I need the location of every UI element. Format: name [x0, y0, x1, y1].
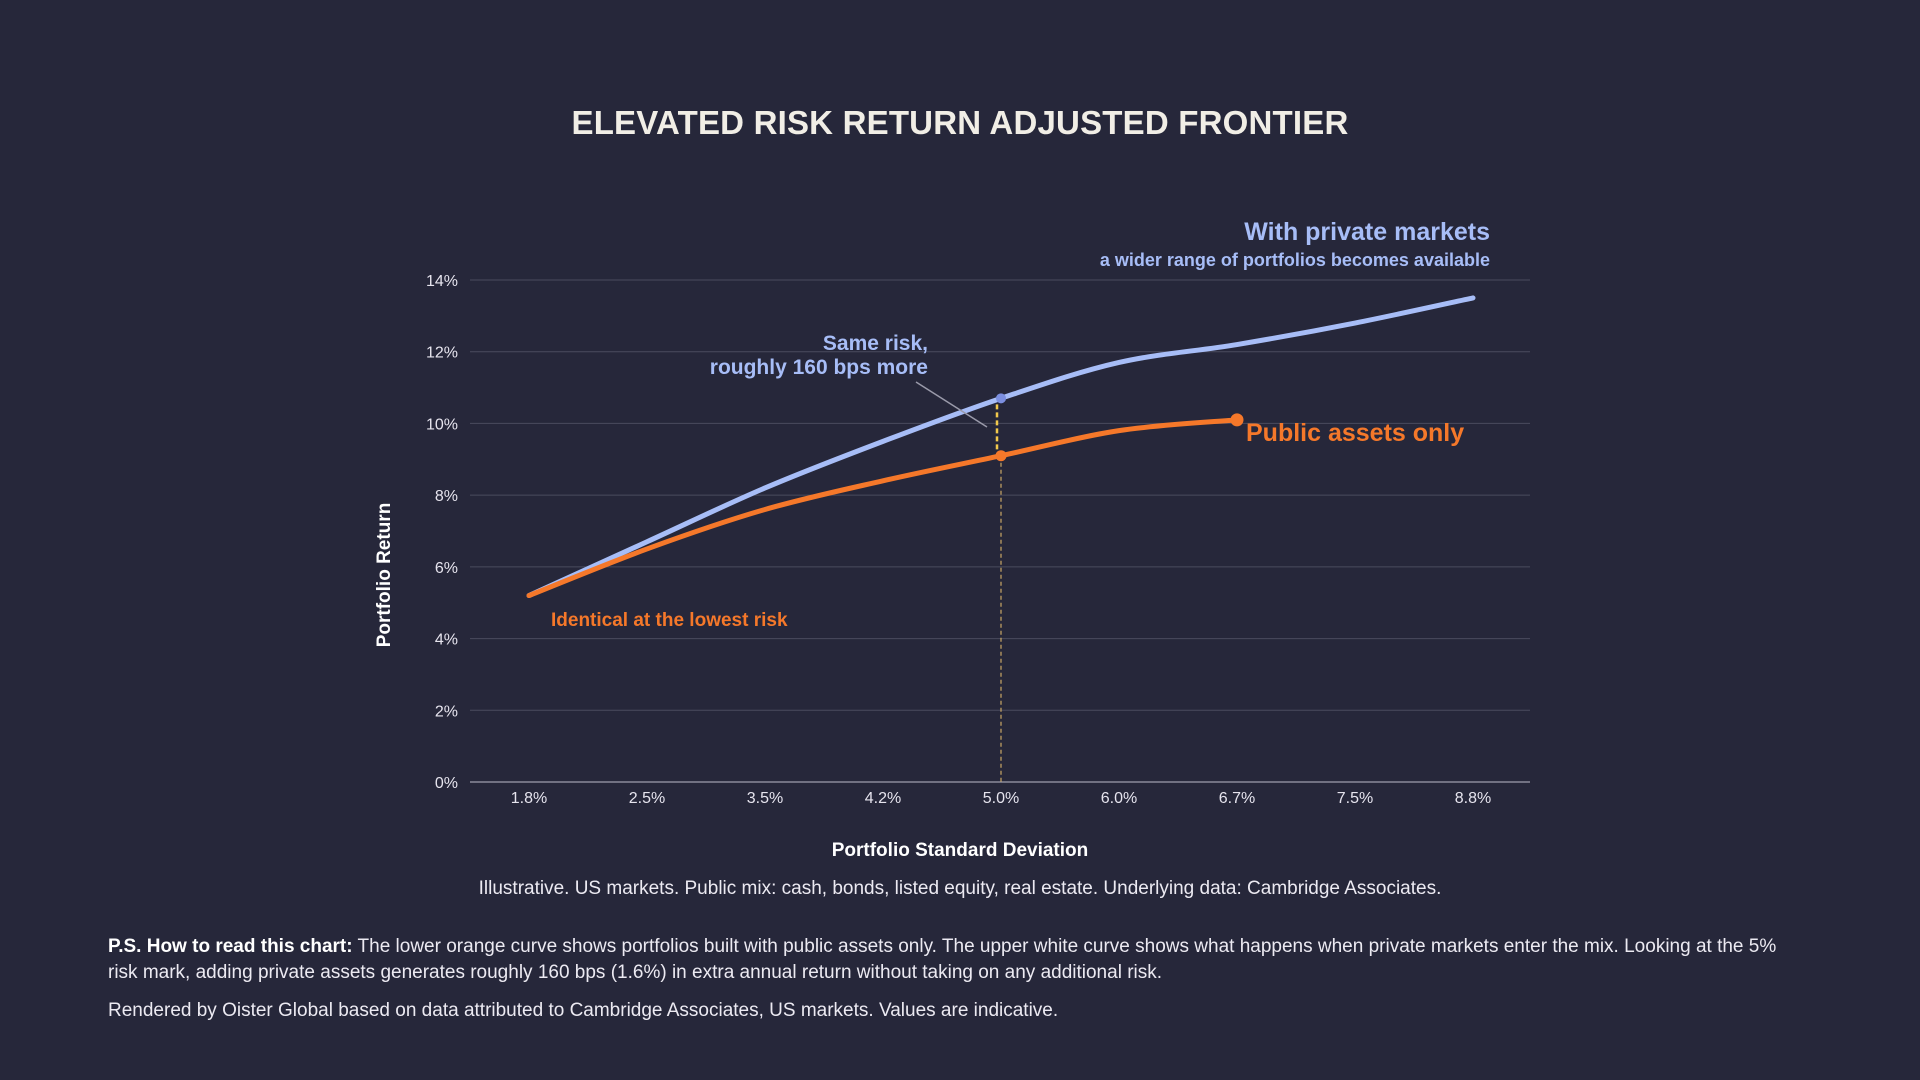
same-risk-callout-line: [915, 381, 988, 428]
y-axis-label: Portfolio Return: [374, 503, 395, 648]
x-tick-label: 1.8%: [511, 790, 547, 807]
x-tick-label: 3.5%: [747, 790, 783, 807]
private-markets-point: [996, 393, 1006, 404]
chart-title: ELEVATED RISK RETURN ADJUSTED FRONTIER: [571, 104, 1349, 141]
gridlines: [470, 279, 1530, 783]
private-markets-subtitle: a wider range of portfolios becomes avai…: [1100, 250, 1490, 270]
x-tick-label: 5.0%: [983, 790, 1019, 807]
credit-note: Rendered by Oister Global based on data …: [108, 1000, 1059, 1021]
x-tick-label: 2.5%: [629, 790, 665, 807]
y-tick-label: 2%: [435, 703, 458, 720]
ps-body: The lower orange curve shows portfolios …: [108, 936, 1777, 983]
public-assets-point: [995, 450, 1007, 462]
y-tick-labels: 0% 2% 4% 6% 8% 10% 12% 14%: [426, 273, 458, 792]
y-tick-label: 6%: [435, 560, 458, 577]
x-tick-label: 6.7%: [1219, 790, 1255, 807]
y-tick-label: 0%: [435, 775, 458, 792]
x-tick-labels: 1.8% 2.5% 3.5% 4.2% 5.0% 6.0% 6.7% 7.5% 8.8%: [511, 790, 1491, 807]
y-tick-label: 8%: [435, 488, 458, 505]
y-tick-label: 12%: [426, 345, 458, 362]
series-lines: [526, 295, 1476, 599]
private-markets-title: With private markets: [1244, 218, 1490, 246]
x-tick-label: 8.8%: [1455, 790, 1491, 807]
same-risk-line1: Same risk,: [823, 332, 928, 355]
public-assets-line: [526, 417, 1240, 599]
y-tick-label: 4%: [435, 632, 458, 649]
lowest-risk-label: Identical at the lowest risk: [551, 610, 788, 631]
risk-guide: [995, 404, 1002, 782]
x-tick-label: 7.5%: [1337, 790, 1373, 807]
x-axis-label: Portfolio Standard Deviation: [832, 840, 1089, 861]
x-tick-label: 4.2%: [865, 790, 901, 807]
private-markets-line: [526, 295, 1476, 599]
ps-lead: P.S. How to read this chart:: [108, 936, 353, 957]
same-risk-line2: roughly 160 bps more: [710, 356, 928, 379]
public-assets-label: Public assets only: [1246, 419, 1464, 447]
y-tick-label: 14%: [426, 273, 458, 290]
x-tick-label: 6.0%: [1101, 790, 1137, 807]
ps-note: P.S. How to read this chart: The lower o…: [108, 934, 1808, 986]
series-markers: [995, 393, 1244, 462]
source-note: Illustrative. US markets. Public mix: ca…: [478, 878, 1442, 899]
public-assets-endpoint: [1230, 413, 1244, 427]
y-tick-label: 10%: [426, 416, 458, 433]
